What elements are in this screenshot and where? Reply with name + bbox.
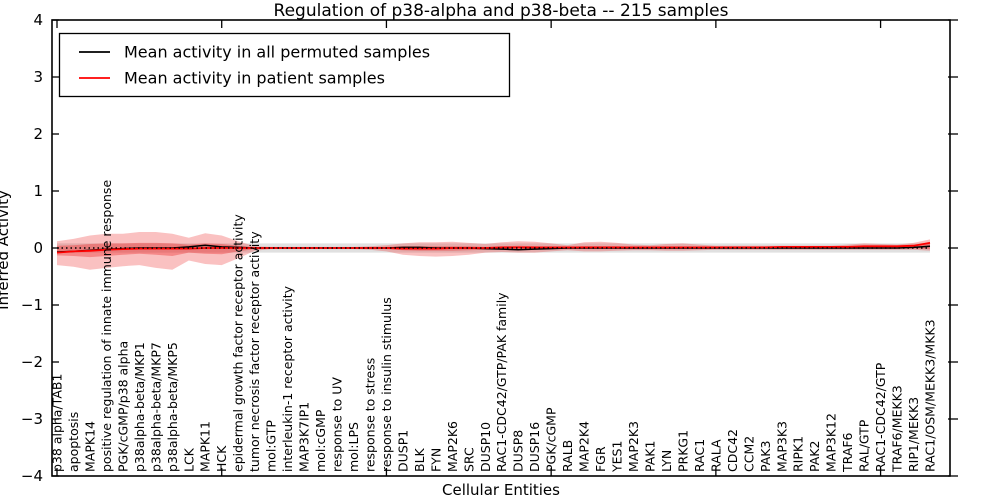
category-label: DUSP8: [511, 430, 526, 472]
category-label: TRAF6: [840, 432, 855, 473]
category-label: LYN: [659, 450, 674, 472]
category-label: response to UV: [330, 377, 345, 472]
category-label: response to stress: [362, 358, 377, 472]
category-label: RAC1-CDC42/GTP: [873, 362, 888, 472]
category-label: p38alpha-beta/MKP1: [132, 342, 147, 472]
category-label: FGR: [593, 446, 608, 472]
category-label: MAP3K7IP1: [297, 402, 312, 472]
y-tick-label: 3: [33, 68, 43, 86]
category-label: HCK: [214, 445, 229, 472]
category-label: mol:cGMP: [313, 409, 328, 472]
y-axis-label: Inferred Activity: [0, 190, 12, 310]
category-label: MAP3K3: [774, 421, 789, 472]
category-label: tumor necrosis factor receptor activity: [247, 231, 262, 472]
category-label: CDC42: [725, 429, 740, 472]
category-label: CCM2: [741, 436, 756, 472]
category-label: MAP3K12: [824, 413, 839, 472]
category-label: response to insulin stimulus: [379, 297, 394, 472]
category-label: PRKG1: [675, 430, 690, 472]
category-label: RIP1/MEKK3: [906, 397, 921, 472]
category-label: MAP2K6: [445, 421, 460, 472]
y-tick-label: −3: [21, 410, 43, 428]
category-label: RAC1: [692, 439, 707, 472]
y-tick-label: −1: [21, 296, 43, 314]
category-label: DUSP10: [478, 422, 493, 472]
category-label: RAC1/OSM/MEKK3/MKK3: [923, 319, 938, 472]
category-label: p38alpha-beta/MKP5: [165, 342, 180, 472]
category-label: RAL/GTP: [857, 419, 872, 472]
x-axis-label: Cellular Entities: [442, 481, 560, 499]
series-line-permuted-samples: [56, 244, 931, 253]
y-tick-label: 1: [33, 182, 43, 200]
y-tick-label: 0: [33, 239, 43, 257]
category-label: mol:LPS: [346, 422, 361, 472]
y-tick-label: 4: [33, 11, 43, 29]
category-label: apoptosis: [66, 412, 81, 472]
category-label: MAP2K4: [577, 421, 592, 472]
category-label: epidermal growth factor receptor activit…: [231, 214, 246, 472]
y-tick-label: 2: [33, 125, 43, 143]
patient-samples-outer-band: [57, 232, 930, 270]
plot-frame: [51, 19, 951, 477]
category-label: p38 alpha/TAB1: [50, 374, 65, 472]
category-label: DUSP1: [395, 430, 410, 472]
category-label: TRAF6/MEKK3: [890, 385, 905, 473]
category-label: positive regulation of innate immune res…: [99, 180, 114, 472]
legend-label-permuted-samples: Mean activity in all permuted samples: [124, 43, 430, 62]
category-label: BLK: [412, 447, 427, 472]
category-label: YES1: [610, 441, 625, 473]
category-label: p38alpha-beta/MKP7: [148, 342, 163, 472]
category-label: LCK: [181, 447, 196, 472]
y-tick-label: −2: [21, 353, 43, 371]
y-tick-label: −4: [21, 467, 43, 485]
category-label: MAP2K3: [626, 421, 641, 472]
category-label: mol:GTP: [264, 420, 279, 472]
category-label: RIPK1: [791, 436, 806, 472]
category-label: FYN: [428, 448, 443, 472]
category-label: PAK1: [642, 441, 657, 472]
category-label: RALA: [708, 439, 723, 472]
legend: Mean activity in all permuted samples Me…: [58, 32, 511, 98]
category-label: PAK3: [758, 441, 773, 472]
category-label: interleukin-1 receptor activity: [280, 285, 295, 472]
category-label: RAC1-CDC42/GTP/PAK family: [494, 292, 509, 472]
category-label: PGK/cGMP: [544, 407, 559, 472]
legend-box: [58, 32, 511, 98]
category-label: DUSP16: [527, 422, 542, 472]
category-label: PGK/cGMP/p38 alpha: [115, 341, 130, 472]
category-label: RALB: [560, 440, 575, 472]
category-label: PAK2: [807, 441, 822, 472]
category-label: MAPK11: [198, 421, 213, 472]
category-label: SRC: [461, 447, 476, 472]
chart-title: Regulation of p38-alpha and p38-beta -- …: [274, 1, 729, 21]
legend-label-patient-samples: Mean activity in patient samples: [124, 69, 385, 88]
category-label: MAPK14: [82, 421, 97, 472]
